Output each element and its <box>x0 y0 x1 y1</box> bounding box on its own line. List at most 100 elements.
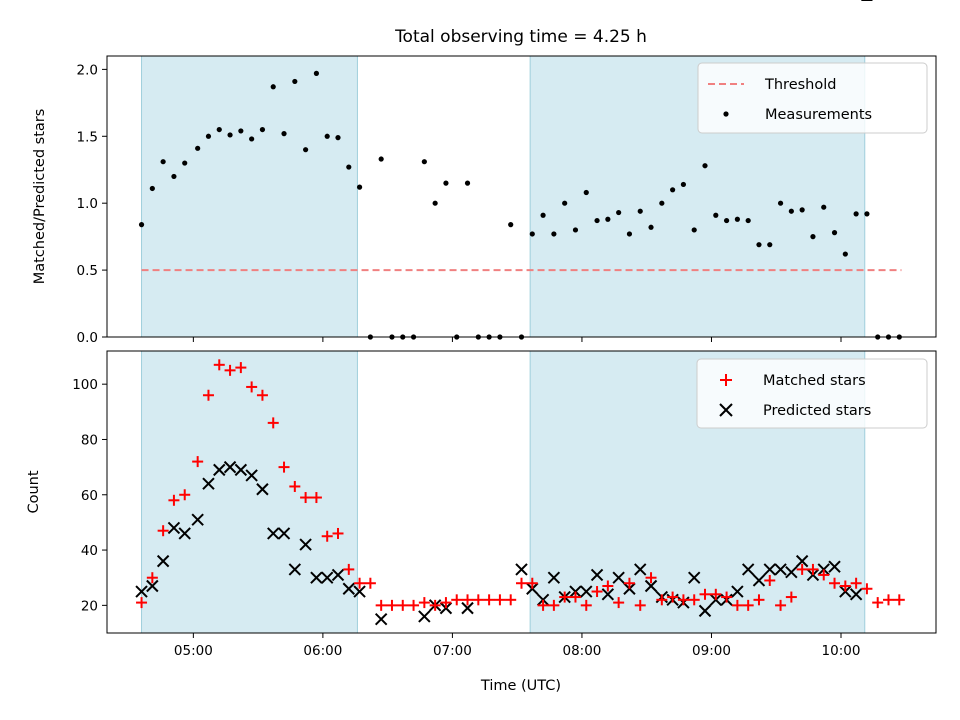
y-tick-label: 0.5 <box>77 263 98 279</box>
measurement-point <box>303 147 309 153</box>
measurement-point <box>594 217 600 224</box>
measurement-point <box>195 145 201 151</box>
measurement-point <box>864 211 870 217</box>
matched-star-point <box>634 599 646 611</box>
matched-stars-points <box>136 359 905 611</box>
matched-star-point <box>364 577 376 589</box>
matched-star-point <box>548 599 560 611</box>
predicted-star-point <box>817 563 830 576</box>
predicted-star-point <box>795 554 809 568</box>
matched-star-point <box>807 563 819 575</box>
matched-star-point <box>559 591 571 603</box>
predicted-star-point <box>752 574 766 587</box>
matched-star-point <box>721 591 733 603</box>
matched-star-point <box>623 577 635 589</box>
x-tick-label: 06:00 <box>303 643 342 659</box>
measurement-point <box>238 128 244 134</box>
measurement-point <box>432 200 438 206</box>
matched-star-point <box>850 577 862 589</box>
y-tick-label: 100 <box>72 377 98 393</box>
predicted-star-point <box>299 538 312 551</box>
measurement-point <box>335 135 341 141</box>
matched-star-point <box>645 572 657 584</box>
measurement-point <box>734 216 740 222</box>
matched-star-point <box>872 597 884 609</box>
matched-star-point <box>505 594 517 606</box>
matched-star-point <box>602 580 614 592</box>
matched-star-point <box>613 597 625 609</box>
legend-measurements-label: Measurements <box>765 107 872 123</box>
measurement-point <box>626 231 633 237</box>
predicted-star-point <box>547 571 561 584</box>
predicted-star-point <box>353 585 366 598</box>
matched-star-point <box>408 599 420 611</box>
matched-star-point <box>526 577 538 589</box>
chart-title: Total observing time = 4.25 h <box>394 27 647 47</box>
matched-star-point <box>246 381 258 393</box>
y-tick-label: 40 <box>81 543 98 559</box>
bottom-x-ticks: 05:00 06:00 07:00 08:00 09:00 10:00 <box>174 633 860 659</box>
matched-star-point <box>699 588 711 600</box>
predicted-star-point <box>178 527 191 540</box>
matched-star-point <box>785 591 797 603</box>
predicted-star-point <box>698 604 712 618</box>
predicted-star-point <box>849 588 863 601</box>
predicted-star-point <box>763 563 776 576</box>
matched-star-point <box>731 599 743 611</box>
matched-star-point <box>256 389 268 401</box>
matched-star-point <box>893 594 905 606</box>
matched-star-point <box>440 597 452 609</box>
measurement-point <box>831 230 838 236</box>
predicted-star-point <box>515 563 528 576</box>
legend-threshold-label: Threshold <box>764 77 836 93</box>
measurement-point <box>551 231 557 237</box>
matched-star-point <box>710 588 722 600</box>
predicted-star-point <box>601 588 615 601</box>
measurement-point <box>324 133 330 139</box>
predicted-star-point <box>439 601 453 615</box>
measurement-point <box>443 180 449 186</box>
measurement-point <box>149 185 155 192</box>
matched-star-point <box>569 591 581 603</box>
measurement-point <box>605 216 611 222</box>
matched-star-point <box>656 594 668 606</box>
measurement-point <box>508 222 514 228</box>
measurement-point <box>205 133 212 139</box>
measurement-point <box>227 132 233 138</box>
predicted-star-point <box>320 571 334 584</box>
matched-star-point <box>418 597 430 609</box>
predicted-star-point <box>213 463 226 477</box>
matched-star-point <box>591 586 603 598</box>
shaded-interval <box>141 55 358 338</box>
matched-star-point <box>386 599 398 611</box>
measurement-point <box>281 131 287 137</box>
matched-star-point <box>839 580 851 592</box>
measurement-point <box>270 84 276 90</box>
measurement-point <box>313 70 320 76</box>
top-panel: 0.00.51.01.52.0 Matched/Predicted stars … <box>32 55 937 346</box>
measurement-point <box>745 217 751 224</box>
predicted-star-point <box>374 612 388 626</box>
y-tick-label: 0.0 <box>77 330 98 346</box>
predicted-star-point <box>774 563 787 576</box>
matched-star-point <box>516 577 527 589</box>
matched-star-point <box>157 525 169 537</box>
measurement-point <box>182 160 188 166</box>
y-tick-label: 1.0 <box>77 196 98 212</box>
predicted-star-point <box>580 585 593 598</box>
measurement-point <box>216 126 222 133</box>
predicted-star-point <box>536 593 550 607</box>
matched-star-point <box>224 364 236 376</box>
measurement-point <box>670 187 676 193</box>
predicted-star-point <box>146 579 159 593</box>
predicted-star-point <box>526 582 539 595</box>
measurement-points <box>138 70 902 340</box>
predicted-star-point <box>135 585 148 598</box>
measurement-point <box>171 173 177 180</box>
measurement-point <box>723 217 730 224</box>
matched-star-point <box>764 574 776 586</box>
predicted-star-point <box>202 477 215 490</box>
measurement-point <box>356 184 363 190</box>
measurement-point <box>702 163 708 169</box>
predicted-star-point <box>288 563 302 576</box>
